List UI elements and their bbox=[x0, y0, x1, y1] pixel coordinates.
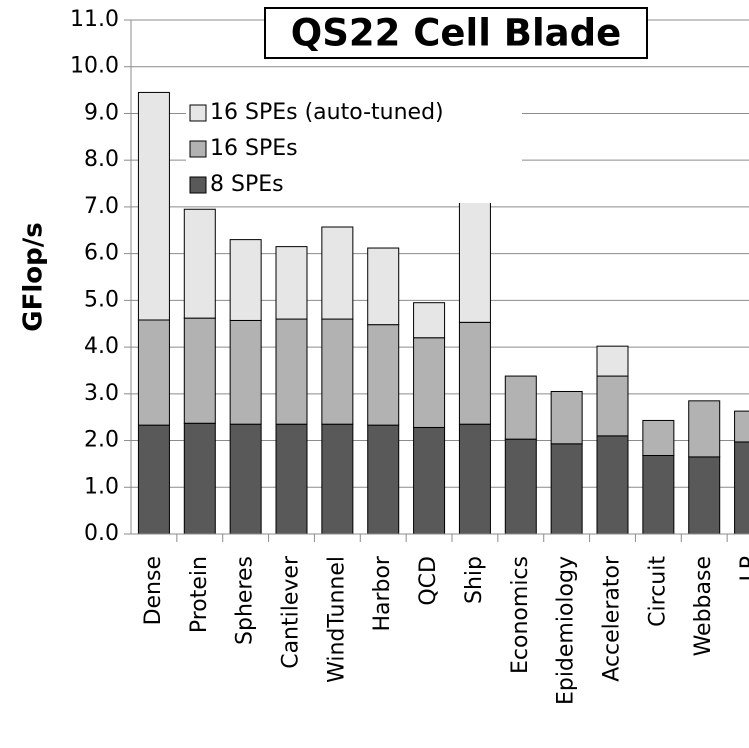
legend-swatch bbox=[189, 176, 207, 194]
bar-segment bbox=[596, 435, 629, 535]
bar-segment bbox=[550, 390, 583, 445]
bar-segment bbox=[137, 319, 170, 426]
bar-segment bbox=[734, 441, 749, 535]
y-tick-label: 3.0 bbox=[84, 381, 119, 406]
bar-segment bbox=[275, 318, 308, 425]
bar-segment bbox=[275, 423, 308, 535]
legend-label: 16 SPEs (auto-tuned) bbox=[210, 100, 444, 125]
title-box bbox=[264, 7, 648, 59]
y-tick-label: 5.0 bbox=[84, 287, 119, 312]
bar-segment bbox=[183, 422, 216, 535]
x-tick-label: Protein bbox=[187, 556, 212, 633]
x-tick-label: LP bbox=[737, 556, 749, 582]
y-tick-label: 8.0 bbox=[84, 147, 119, 172]
bar-segment bbox=[183, 317, 216, 424]
x-tick-label: Ship bbox=[462, 556, 487, 604]
legend-swatch bbox=[189, 104, 207, 122]
y-tick-label: 0.0 bbox=[84, 521, 119, 546]
bar-segment bbox=[734, 410, 749, 443]
bar-segment bbox=[229, 239, 262, 321]
bar-segment bbox=[458, 423, 491, 535]
legend-swatch bbox=[189, 140, 207, 158]
bar-segment bbox=[550, 443, 583, 535]
x-tick-label: Harbor bbox=[370, 555, 395, 631]
bar-segment bbox=[596, 375, 629, 437]
bar-segment bbox=[642, 419, 675, 456]
x-tick-label: Accelerator bbox=[600, 555, 625, 682]
y-tick-label: 11.0 bbox=[70, 7, 119, 32]
y-tick-label: 6.0 bbox=[84, 241, 119, 266]
y-tick-label: 10.0 bbox=[70, 54, 119, 79]
bar-segment bbox=[321, 318, 354, 425]
bar-segment bbox=[642, 454, 675, 535]
bar-segment bbox=[504, 375, 537, 440]
y-tick-label: 2.0 bbox=[84, 428, 119, 453]
bar-segment bbox=[137, 424, 170, 535]
bar-segment bbox=[596, 345, 629, 377]
x-tick-label: Circuit bbox=[645, 556, 670, 627]
x-tick-label: Spheres bbox=[233, 556, 258, 645]
x-tick-label: Dense bbox=[141, 556, 166, 625]
bar-segment bbox=[367, 247, 400, 326]
y-tick-label: 9.0 bbox=[84, 100, 119, 125]
y-tick-label: 4.0 bbox=[84, 334, 119, 359]
x-tick-label: Webbase bbox=[691, 556, 716, 656]
y-tick-label: 1.0 bbox=[84, 474, 119, 499]
legend-background bbox=[186, 95, 522, 203]
bar-segment bbox=[321, 423, 354, 535]
bar-segment bbox=[183, 208, 216, 319]
bar-segment bbox=[688, 400, 721, 458]
bar-segment bbox=[413, 426, 446, 535]
chart-title: QS22 Cell Blade bbox=[291, 12, 621, 55]
y-axis-label: GFlop/s bbox=[19, 222, 49, 331]
bar-segment bbox=[275, 246, 308, 320]
bar-segment bbox=[458, 321, 491, 425]
bar-segment bbox=[137, 91, 170, 321]
bar-segment bbox=[367, 424, 400, 535]
x-tick-label: Epidemiology bbox=[554, 556, 579, 705]
bar-segment bbox=[367, 324, 400, 426]
x-tick-label: WindTunnel bbox=[324, 556, 349, 683]
bar-segment bbox=[229, 319, 262, 425]
x-tick-label: QCD bbox=[416, 556, 441, 606]
bar-segment bbox=[688, 456, 721, 535]
bar-segment bbox=[321, 226, 354, 320]
legend-label: 16 SPEs bbox=[210, 136, 298, 161]
x-tick-label: Economics bbox=[508, 556, 533, 674]
bar-segment bbox=[504, 438, 537, 535]
legend-label: 8 SPEs bbox=[210, 172, 284, 197]
bar-segment bbox=[229, 423, 262, 535]
bar-segment bbox=[413, 302, 446, 339]
bar-segment bbox=[413, 337, 446, 428]
legend: 16 SPEs (auto-tuned) 16 SPEs 8 SPEs bbox=[186, 95, 522, 203]
x-tick-label: Cantilever bbox=[279, 555, 304, 669]
y-tick-label: 7.0 bbox=[84, 194, 119, 219]
